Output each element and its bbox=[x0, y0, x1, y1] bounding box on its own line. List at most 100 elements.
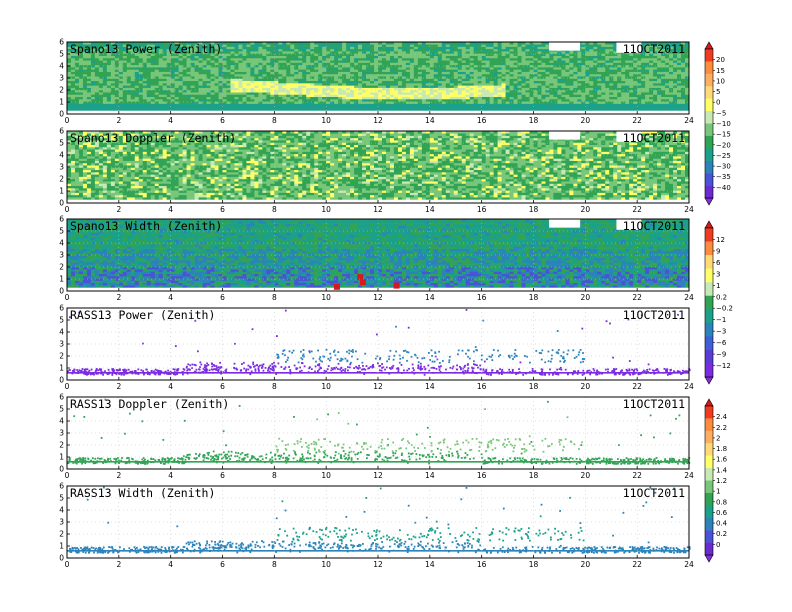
colorbar-segment bbox=[705, 336, 713, 351]
point bbox=[559, 510, 561, 512]
point bbox=[241, 452, 244, 454]
point bbox=[350, 450, 353, 453]
point bbox=[274, 542, 277, 544]
point bbox=[233, 366, 235, 369]
point bbox=[637, 373, 640, 376]
point bbox=[589, 373, 592, 376]
point bbox=[275, 517, 278, 520]
point bbox=[82, 457, 85, 459]
point bbox=[340, 542, 343, 545]
point bbox=[472, 538, 475, 540]
point bbox=[443, 459, 446, 461]
point bbox=[210, 455, 212, 458]
point bbox=[654, 491, 657, 494]
point bbox=[346, 458, 349, 461]
point bbox=[145, 546, 148, 549]
point bbox=[454, 443, 457, 446]
point bbox=[272, 365, 274, 368]
point bbox=[623, 462, 626, 465]
point bbox=[185, 456, 188, 458]
point bbox=[647, 463, 650, 465]
point bbox=[447, 523, 450, 526]
point bbox=[460, 498, 463, 501]
point bbox=[609, 462, 611, 464]
point bbox=[392, 452, 395, 454]
point bbox=[319, 547, 322, 549]
point bbox=[340, 359, 343, 362]
point bbox=[676, 551, 679, 554]
point bbox=[142, 457, 145, 459]
point bbox=[398, 447, 401, 450]
point bbox=[208, 369, 211, 372]
point bbox=[498, 530, 501, 533]
point bbox=[194, 370, 197, 373]
point bbox=[178, 457, 181, 460]
point bbox=[185, 542, 188, 545]
point bbox=[68, 369, 71, 371]
point bbox=[134, 372, 137, 375]
point bbox=[137, 461, 139, 464]
point bbox=[204, 364, 206, 367]
point bbox=[527, 537, 530, 540]
point bbox=[520, 528, 523, 530]
point bbox=[217, 544, 220, 547]
point bbox=[676, 370, 679, 372]
point bbox=[117, 462, 120, 464]
point bbox=[451, 367, 454, 370]
point bbox=[247, 364, 250, 367]
point bbox=[366, 454, 369, 456]
point bbox=[156, 369, 158, 372]
y-tick-label: 6 bbox=[59, 304, 64, 313]
point bbox=[112, 550, 115, 553]
y-tick-label: 2 bbox=[59, 263, 64, 272]
point bbox=[300, 357, 303, 359]
point bbox=[174, 373, 177, 376]
point bbox=[574, 370, 577, 373]
point bbox=[531, 458, 534, 460]
point bbox=[124, 462, 127, 465]
point bbox=[583, 372, 585, 375]
point bbox=[586, 551, 588, 553]
point bbox=[160, 548, 163, 551]
point bbox=[425, 545, 427, 548]
point bbox=[282, 350, 285, 352]
point bbox=[189, 364, 192, 367]
point bbox=[540, 373, 543, 376]
point bbox=[153, 372, 156, 375]
point bbox=[523, 450, 526, 453]
point bbox=[438, 540, 441, 542]
point bbox=[398, 539, 401, 542]
point bbox=[539, 458, 542, 461]
colorbar-label: 10 bbox=[716, 77, 725, 85]
point bbox=[490, 373, 492, 376]
point bbox=[485, 551, 488, 553]
point bbox=[329, 530, 332, 533]
point bbox=[143, 551, 146, 554]
point bbox=[348, 451, 351, 454]
point bbox=[360, 451, 362, 454]
point bbox=[531, 369, 534, 372]
point bbox=[678, 414, 681, 417]
point bbox=[243, 367, 245, 370]
point bbox=[619, 546, 621, 549]
point bbox=[199, 551, 201, 554]
point bbox=[630, 458, 632, 460]
point bbox=[528, 527, 530, 530]
point bbox=[310, 443, 313, 445]
point bbox=[499, 548, 502, 550]
point bbox=[489, 539, 491, 542]
point bbox=[356, 545, 359, 547]
point bbox=[557, 373, 560, 376]
heatmap-cells bbox=[67, 131, 690, 200]
point bbox=[157, 551, 160, 553]
point bbox=[350, 361, 352, 364]
x-tick-label: 6 bbox=[220, 382, 225, 391]
point bbox=[652, 547, 655, 550]
point bbox=[612, 356, 614, 359]
point bbox=[381, 438, 384, 441]
point bbox=[400, 542, 403, 544]
point bbox=[345, 457, 348, 459]
point bbox=[480, 453, 483, 456]
